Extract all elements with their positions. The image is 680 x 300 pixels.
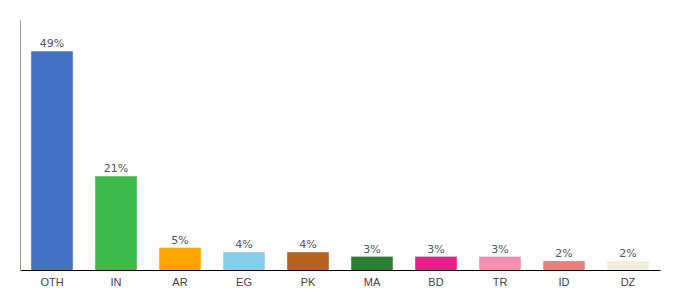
bar [287, 252, 329, 270]
x-tick: ID [559, 276, 570, 288]
x-tick-label: MA [364, 276, 381, 288]
x-tick: DZ [621, 276, 636, 288]
x-tick-label: EG [236, 276, 252, 288]
x-tick: OTH [40, 276, 63, 288]
data-label: 21% [104, 162, 128, 175]
data-label: 4% [235, 238, 252, 251]
x-tick-label: OTH [40, 276, 63, 288]
x-axis: OTH IN AR EG PK MA BD TR ID DZ [21, 271, 661, 288]
data-label: 3% [363, 243, 380, 256]
data-label: 3% [491, 243, 508, 256]
x-tick-label: PK [301, 276, 316, 288]
x-tick-label: ID [559, 276, 570, 288]
plot: OTH IN AR EG PK MA BD TR ID DZ 49% 21% 5% 4% 4% 3% 3% 3% 2… [21, 21, 661, 288]
data-label: 2% [555, 247, 572, 260]
bar [479, 257, 521, 270]
chart: OTH IN AR EG PK MA BD TR ID DZ 49% 21% 5% 4% 4% 3% 3% 3% 2… [0, 0, 680, 300]
data-label: 3% [427, 243, 444, 256]
x-tick: TR [493, 276, 508, 288]
bar [607, 261, 649, 270]
x-tick: AR [172, 276, 187, 288]
bar [351, 257, 393, 270]
x-tick: EG [236, 276, 252, 288]
data-label: 5% [171, 234, 188, 247]
x-tick-label: AR [172, 276, 187, 288]
bar [31, 51, 73, 270]
bar [223, 252, 265, 270]
bars [31, 51, 649, 270]
bar [95, 176, 137, 270]
data-label: 2% [619, 247, 636, 260]
y-axis-line [20, 21, 21, 271]
x-tick-label: IN [111, 276, 122, 288]
x-tick: PK [301, 276, 316, 288]
x-tick-label: DZ [621, 276, 636, 288]
x-axis-line [21, 270, 661, 271]
bar [159, 248, 201, 270]
y-axis [20, 21, 21, 271]
x-tick-label: TR [493, 276, 508, 288]
bar [415, 257, 457, 270]
data-label: 49% [40, 37, 64, 50]
x-tick: BD [428, 276, 443, 288]
x-tick: IN [111, 276, 122, 288]
x-tick-label: BD [428, 276, 443, 288]
data-labels: 49% 21% 5% 4% 4% 3% 3% 3% 2% 2% [40, 37, 637, 260]
data-label: 4% [299, 238, 316, 251]
x-tick: MA [364, 276, 381, 288]
bar [543, 261, 585, 270]
